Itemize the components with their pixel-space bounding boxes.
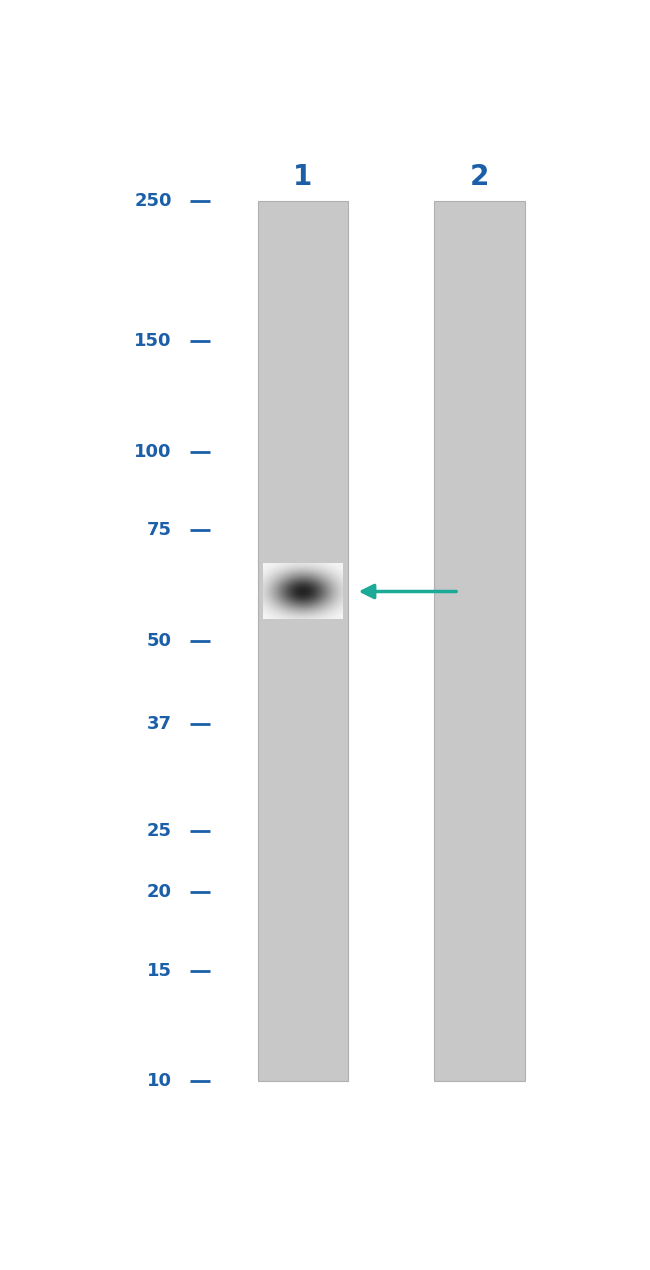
Text: 20: 20	[147, 883, 172, 900]
Text: 75: 75	[147, 522, 172, 540]
Bar	[257, 202, 348, 1081]
Bar	[434, 202, 525, 1081]
Text: 100: 100	[135, 443, 172, 461]
Text: 15: 15	[147, 961, 172, 979]
Text: 1: 1	[293, 163, 313, 190]
Text: 25: 25	[147, 822, 172, 839]
Text: 37: 37	[147, 715, 172, 733]
Text: 2: 2	[469, 163, 489, 190]
Text: 250: 250	[135, 192, 172, 211]
Text: 50: 50	[147, 632, 172, 650]
Text: 150: 150	[135, 331, 172, 351]
Text: 10: 10	[147, 1072, 172, 1091]
